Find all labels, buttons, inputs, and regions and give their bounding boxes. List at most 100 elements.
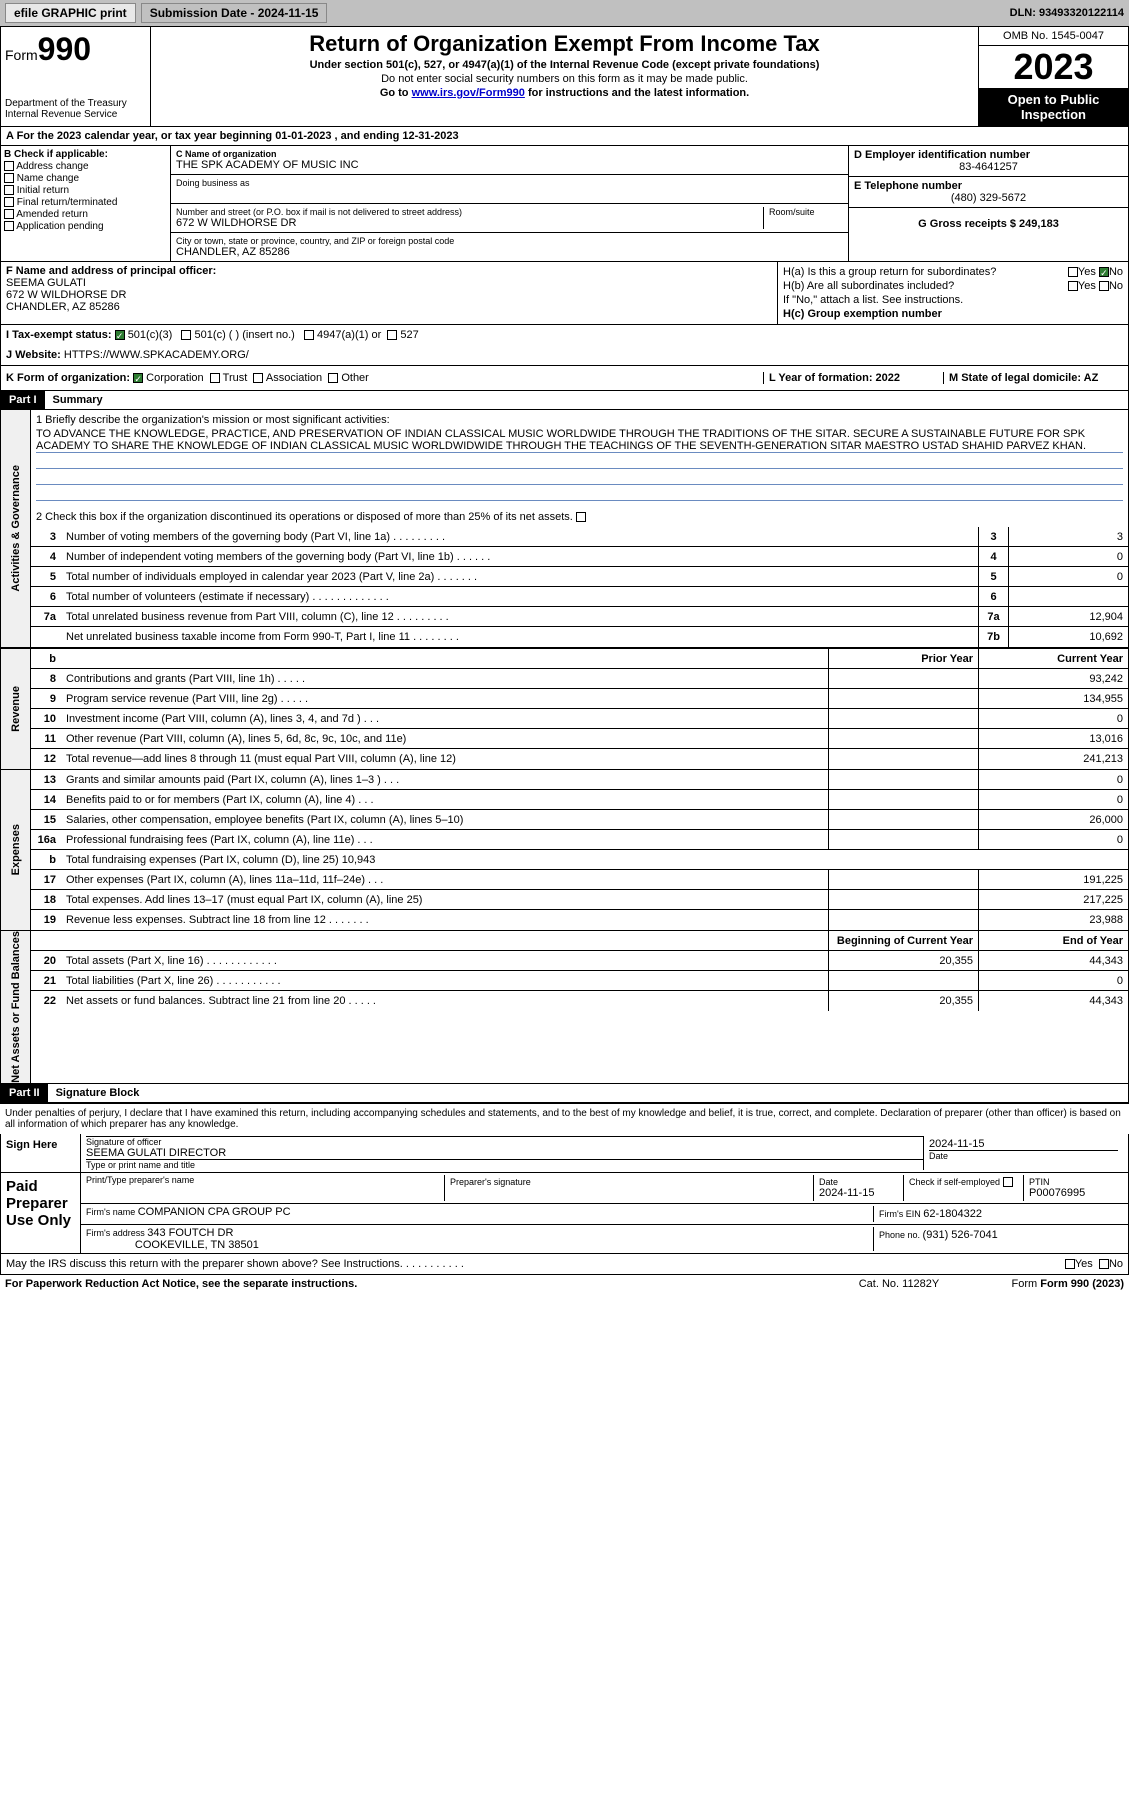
netassets-label: Net Assets or Fund Balances (10, 931, 22, 1083)
4947-checkbox[interactable] (304, 330, 314, 340)
preparer-date-label: Date (819, 1177, 898, 1187)
officer-sig-name: SEEMA GULATI DIRECTOR (86, 1147, 923, 1159)
line2-checkbox[interactable] (576, 512, 586, 522)
sign-here-label: Sign Here (1, 1134, 81, 1172)
501c3-checkbox[interactable]: ✓ (115, 330, 125, 340)
self-employed-label: Check if self-employed (909, 1177, 1018, 1188)
preparer-sig-label: Preparer's signature (450, 1177, 808, 1187)
org-street: 672 W WILDHORSE DR (176, 217, 763, 229)
part1-label: Part I (1, 391, 45, 409)
section-klm: K Form of organization: ✓ Corporation Tr… (0, 366, 1129, 391)
form-header: Form990 Department of the Treasury Inter… (0, 26, 1129, 127)
inspection-label: Open to Public Inspection (979, 88, 1128, 126)
room-label: Room/suite (769, 207, 843, 217)
mission-text: TO ADVANCE THE KNOWLEDGE, PRACTICE, AND … (36, 428, 1123, 453)
checkbox-application-pending[interactable] (4, 221, 14, 231)
ssn-note: Do not enter social security numbers on … (155, 73, 974, 85)
netassets-row: 20Total assets (Part X, line 16) . . . .… (31, 951, 1128, 971)
netassets-row: 21Total liabilities (Part X, line 26) . … (31, 971, 1128, 991)
website-url: HTTPS://WWW.SPKACADEMY.ORG/ (64, 349, 249, 361)
assoc-checkbox[interactable] (253, 373, 263, 383)
dept-treasury: Department of the Treasury (5, 98, 146, 109)
part1-header: Part I Summary (0, 391, 1129, 410)
section-a-line: A For the 2023 calendar year, or tax yea… (0, 127, 1129, 146)
governance-row: 3Number of voting members of the governi… (31, 527, 1128, 547)
expense-row: 15Salaries, other compensation, employee… (31, 810, 1128, 830)
checkbox-initial-return[interactable] (4, 185, 14, 195)
other-checkbox[interactable] (328, 373, 338, 383)
expense-row: 17Other expenses (Part IX, column (A), l… (31, 870, 1128, 890)
revenue-label: Revenue (10, 686, 22, 732)
perjury-text: Under penalties of perjury, I declare th… (0, 1103, 1129, 1134)
501c-checkbox[interactable] (181, 330, 191, 340)
officer-addr1: 672 W WILDHORSE DR (6, 289, 772, 301)
527-checkbox[interactable] (387, 330, 397, 340)
section-i-label: I Tax-exempt status: (6, 329, 112, 341)
goto-link[interactable]: www.irs.gov/Form990 (412, 87, 525, 99)
prior-year-header: Prior Year (828, 649, 978, 668)
state-domicile: M State of legal domicile: AZ (943, 372, 1123, 384)
line1-label: 1 Briefly describe the organization's mi… (36, 414, 1123, 426)
org-name: THE SPK ACADEMY OF MUSIC INC (176, 159, 843, 171)
phone-value: (480) 329-5672 (854, 192, 1123, 204)
part1-title: Summary (45, 391, 111, 409)
checkbox-final-return[interactable] (4, 197, 14, 207)
governance-row: 6Total number of volunteers (estimate if… (31, 587, 1128, 607)
checkbox-amended[interactable] (4, 209, 14, 219)
firm-addr1: 343 FOUTCH DR (147, 1227, 233, 1239)
ha-yes-checkbox[interactable] (1068, 267, 1078, 277)
firm-name-label: Firm's name (86, 1207, 138, 1217)
form-footer: Form Form 990 (2023) (974, 1278, 1124, 1290)
officer-name: SEEMA GULATI (6, 277, 772, 289)
top-bar: efile GRAPHIC print Submission Date - 20… (0, 0, 1129, 26)
city-label: City or town, state or province, country… (176, 236, 843, 246)
expense-row: 14Benefits paid to or for members (Part … (31, 790, 1128, 810)
governance-row: 4Number of independent voting members of… (31, 547, 1128, 567)
cat-number: Cat. No. 11282Y (824, 1278, 974, 1290)
part2-header: Part II Signature Block (0, 1084, 1129, 1103)
discuss-no-checkbox[interactable] (1099, 1259, 1109, 1269)
discuss-yes-checkbox[interactable] (1065, 1259, 1075, 1269)
efile-button[interactable]: efile GRAPHIC print (5, 3, 136, 23)
omb-number: OMB No. 1545-0047 (979, 27, 1128, 46)
form-number: 990 (38, 31, 91, 67)
street-label: Number and street (or P.O. box if mail i… (176, 207, 763, 217)
expense-row: 18Total expenses. Add lines 13–17 (must … (31, 890, 1128, 910)
corp-checkbox[interactable]: ✓ (133, 373, 143, 383)
expenses-label: Expenses (10, 824, 22, 875)
sign-date-value: 2024-11-15 (929, 1138, 1118, 1150)
officer-addr2: CHANDLER, AZ 85286 (6, 301, 772, 313)
sig-officer-label: Signature of officer (86, 1136, 923, 1147)
hb-no-checkbox[interactable] (1099, 281, 1109, 291)
checkbox-name-change[interactable] (4, 173, 14, 183)
dln-label: DLN: 93493320122114 (1010, 7, 1124, 19)
firm-phone-label: Phone no. (879, 1230, 923, 1240)
trust-checkbox[interactable] (210, 373, 220, 383)
ptin-label: PTIN (1029, 1177, 1118, 1187)
hb-yes-checkbox[interactable] (1068, 281, 1078, 291)
part2-title: Signature Block (48, 1084, 148, 1102)
self-employed-checkbox[interactable] (1003, 1177, 1013, 1187)
goto-suffix: for instructions and the latest informat… (525, 87, 749, 99)
tax-year: 2023 (979, 46, 1128, 88)
section-i: I Tax-exempt status: ✓ 501(c)(3) 501(c) … (0, 325, 1129, 345)
type-print-label: Type or print name and title (86, 1159, 923, 1170)
line2-text: 2 Check this box if the organization dis… (31, 507, 1128, 527)
revenue-row: 12Total revenue—add lines 8 through 11 (… (31, 749, 1128, 769)
revenue-section: Revenue b Prior Year Current Year 8Contr… (0, 648, 1129, 770)
preparer-left-label: Paid Preparer Use Only (1, 1173, 81, 1253)
ha-no-checkbox[interactable]: ✓ (1099, 267, 1109, 277)
section-j: J Website: HTTPS://WWW.SPKACADEMY.ORG/ (0, 345, 1129, 366)
revenue-row: 10Investment income (Part VIII, column (… (31, 709, 1128, 729)
checkbox-address-change[interactable] (4, 161, 14, 171)
dba-label: Doing business as (176, 178, 843, 188)
discuss-text: May the IRS discuss this return with the… (6, 1258, 1065, 1270)
current-year-header: Current Year (978, 649, 1128, 668)
expense-row: bTotal fundraising expenses (Part IX, co… (31, 850, 1128, 870)
firm-addr2: COOKEVILLE, TN 38501 (135, 1239, 259, 1251)
submission-date: Submission Date - 2024-11-15 (141, 3, 328, 23)
section-b-label: B Check if applicable: (4, 149, 167, 160)
ha-label: H(a) Is this a group return for subordin… (783, 266, 996, 278)
form-subtitle: Under section 501(c), 527, or 4947(a)(1)… (155, 59, 974, 71)
section-f-h: F Name and address of principal officer:… (0, 262, 1129, 325)
